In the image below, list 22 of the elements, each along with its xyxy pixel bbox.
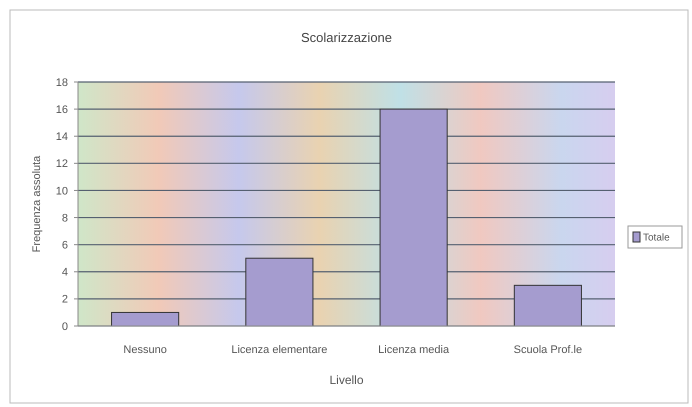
x-tick-label: Licenza media	[378, 344, 450, 356]
y-tick-label: 16	[56, 104, 68, 116]
y-tick-label: 10	[56, 185, 68, 198]
bar	[111, 312, 180, 326]
y-tick-label: 8	[62, 212, 68, 224]
y-tick-label: 2	[62, 294, 68, 306]
x-axis-title: Livello	[329, 373, 364, 387]
y-axis-title: Frequenza assoluta	[31, 154, 43, 252]
chart-title: Scolarizzazione	[300, 30, 392, 45]
bar	[380, 108, 448, 326]
y-tick-label: 14	[56, 131, 68, 144]
y-tick-label: 18	[56, 76, 68, 89]
x-tick-label: Scuola Prof.le	[514, 344, 582, 356]
legend-label: Totale	[643, 232, 670, 244]
x-tick-label: Nessuno	[123, 344, 167, 356]
bar	[514, 284, 582, 326]
y-tick-label: 6	[62, 240, 68, 252]
y-tick-label: 12	[56, 158, 68, 170]
y-tick-label: 4	[62, 266, 68, 279]
x-tick-label: Licenza elementare	[231, 344, 328, 356]
bar	[245, 258, 314, 326]
y-tick-label: 0	[62, 320, 68, 333]
